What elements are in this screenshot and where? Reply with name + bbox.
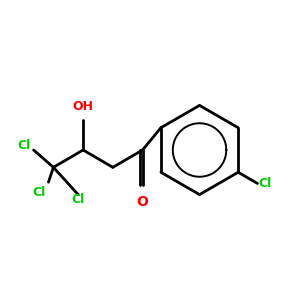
- Text: OH: OH: [73, 100, 94, 113]
- Text: Cl: Cl: [17, 139, 30, 152]
- Text: O: O: [136, 195, 148, 208]
- Text: Cl: Cl: [259, 177, 272, 190]
- Text: Cl: Cl: [71, 193, 85, 206]
- Text: Cl: Cl: [32, 186, 45, 199]
